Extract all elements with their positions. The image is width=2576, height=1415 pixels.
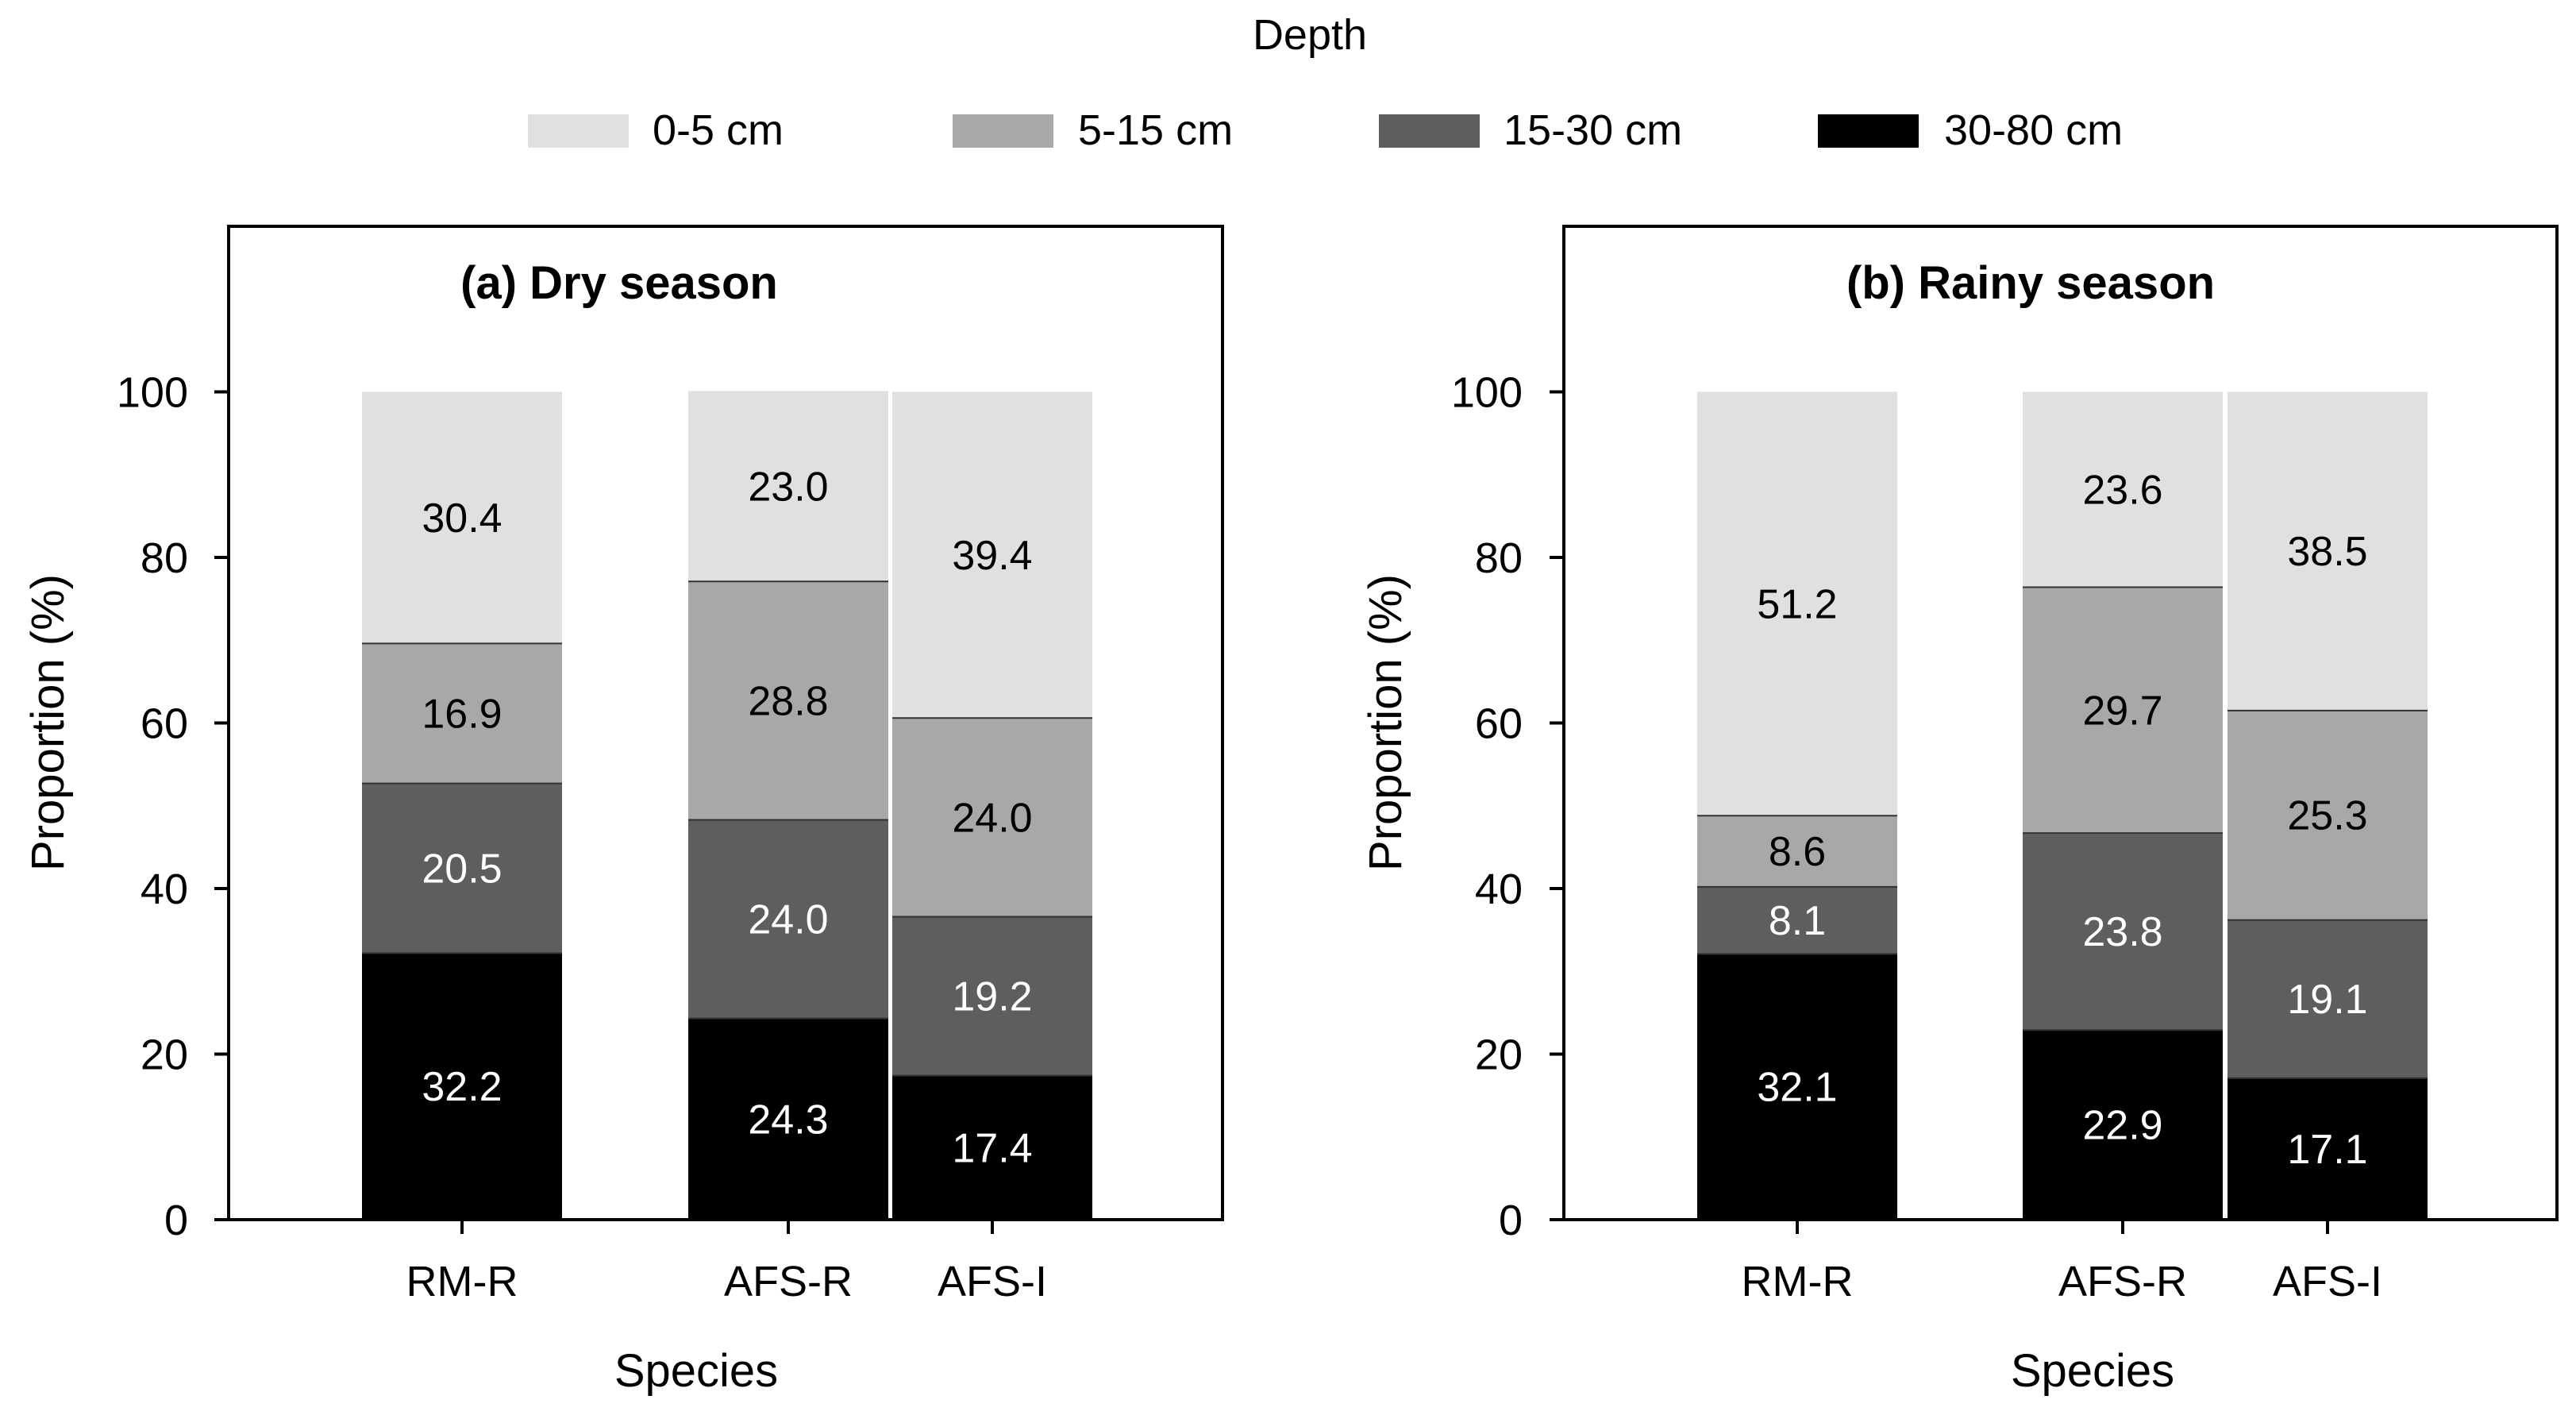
panel1-bar-afs-r-15-30-cm xyxy=(688,819,888,1019)
panel2-data-label-rm-r-0-5-cm: 51.2 xyxy=(1757,581,1837,627)
legend-swatch-30-80cm xyxy=(1818,114,1919,148)
panel2-y-axis-label: Proportion (%) xyxy=(1360,574,1411,871)
panel1-y-tick-label-20: 20 xyxy=(141,1031,188,1079)
panel1-bar-afs-i-5-15-cm xyxy=(892,718,1092,917)
panel1-data-label-afs-i-0-5-cm: 39.4 xyxy=(952,533,1032,579)
panel2-y-tick-label-0: 0 xyxy=(1499,1197,1523,1244)
legend-swatch-5-15cm xyxy=(953,114,1053,148)
legend-swatch-0-5cm xyxy=(528,114,629,148)
panel2-data-label-afs-i-15-30-cm: 19.1 xyxy=(2287,977,2367,1023)
panel2-x-axis-label: Species xyxy=(2011,1345,2174,1397)
panel2-data-label-afs-i-30-80-cm: 17.1 xyxy=(2287,1127,2367,1173)
panel2-bar-afs-r-15-30-cm xyxy=(2023,833,2223,1031)
legend: Depth 0-5 cm 5-15 cm 15-30 cm 30-80 cm xyxy=(528,11,2123,154)
panel2-data-label-afs-r-30-80-cm: 22.9 xyxy=(2082,1103,2162,1149)
panel2-data-label-rm-r-15-30-cm: 8.1 xyxy=(1769,898,1826,944)
panel1-data-label-rm-r-5-15-cm: 16.9 xyxy=(422,692,502,738)
panel2-data-label-rm-r-5-15-cm: 8.6 xyxy=(1769,829,1826,875)
panel1-bar-afs-r-30-80-cm xyxy=(688,1018,888,1220)
panel1-y-tick-label-60: 60 xyxy=(141,700,188,748)
panel2-title: (b) Rainy season xyxy=(1846,257,2215,309)
panel2-x-tick-label-rm-r: RM-R xyxy=(1742,1258,1854,1305)
panel1-bar-afs-i-15-30-cm xyxy=(892,916,1092,1076)
panel1-y-tick-label-80: 80 xyxy=(141,534,188,582)
panel1-bar-afs-r-0-5-cm xyxy=(688,391,888,582)
panel1-bar-afs-i-0-5-cm xyxy=(892,391,1092,719)
panel2-y-tick-label-100: 100 xyxy=(1451,369,1523,417)
panel2-bar-afs-i-0-5-cm xyxy=(2228,391,2428,711)
panel2-bar-afs-i-5-15-cm xyxy=(2228,710,2428,920)
panel1-data-label-afs-r-5-15-cm: 28.8 xyxy=(748,678,828,724)
panel2-y-tick-label-20: 20 xyxy=(1475,1031,1523,1079)
panel2-data-label-afs-r-5-15-cm: 29.7 xyxy=(2082,688,2162,734)
panel1-data-label-afs-r-30-80-cm: 24.3 xyxy=(748,1097,828,1143)
panel1-bar-rm-r-0-5-cm xyxy=(362,391,562,644)
panel2-y-tick-label-60: 60 xyxy=(1475,700,1523,748)
panel2-bar-afs-i-30-80-cm xyxy=(2228,1078,2428,1220)
legend-label-15-30cm: 15-30 cm xyxy=(1504,106,1682,154)
panel2-bar-afs-r-5-15-cm xyxy=(2023,587,2223,834)
panel1-data-label-afs-i-5-15-cm: 24.0 xyxy=(952,795,1032,841)
panel1-bar-afs-i-30-80-cm xyxy=(892,1075,1092,1220)
panel1-y-tick-label-0: 0 xyxy=(164,1197,188,1244)
panel1-bar-afs-r-5-15-cm xyxy=(688,581,888,820)
panel2-bar-rm-r-5-15-cm xyxy=(1697,815,1897,887)
legend-label-5-15cm: 5-15 cm xyxy=(1078,106,1233,154)
panel1-bar-rm-r-15-30-cm xyxy=(362,783,562,954)
panel1-y-tick-label-100: 100 xyxy=(117,369,188,417)
panel1-data-label-afs-i-30-80-cm: 17.4 xyxy=(952,1125,1032,1171)
panel1-y-axis-label: Proportion (%) xyxy=(22,574,74,871)
panel1-data-label-rm-r-0-5-cm: 30.4 xyxy=(422,495,502,542)
panel1-data-label-afs-r-15-30-cm: 24.0 xyxy=(748,897,828,943)
panel1-title: (a) Dry season xyxy=(460,257,778,309)
panel2-y-tick-label-40: 40 xyxy=(1475,866,1523,913)
panel2-bar-rm-r-0-5-cm xyxy=(1697,391,1897,816)
panel2-bar-afs-r-30-80-cm xyxy=(2023,1030,2223,1220)
panel2-data-label-afs-i-5-15-cm: 25.3 xyxy=(2287,793,2367,839)
panel-dry-season: 0 20 40 60 80 100 RM-R AFS-R AFS-I 32.2 20.5 16.9 30… xyxy=(22,225,1224,1397)
panel1-data-label-afs-r-0-5-cm: 23.0 xyxy=(748,464,828,510)
panel2-x-tick-label-afs-i: AFS-I xyxy=(2273,1258,2382,1305)
panel1-data-label-afs-i-15-30-cm: 19.2 xyxy=(952,974,1032,1020)
panel1-x-axis-label: Species xyxy=(614,1345,778,1397)
panel1-x-tick-label-rm-r: RM-R xyxy=(406,1258,518,1305)
legend-swatch-15-30cm xyxy=(1379,114,1480,148)
panel1-x-tick-label-afs-i: AFS-I xyxy=(938,1258,1047,1305)
panel2-bar-afs-r-0-5-cm xyxy=(2023,391,2223,588)
panel1-bar-rm-r-5-15-cm xyxy=(362,643,562,784)
panel2-x-tick-label-afs-r: AFS-R xyxy=(2058,1258,2187,1305)
panel2-data-label-afs-i-0-5-cm: 38.5 xyxy=(2287,529,2367,575)
panel2-bar-rm-r-30-80-cm xyxy=(1697,954,1897,1220)
panel2-data-label-rm-r-30-80-cm: 32.1 xyxy=(1757,1065,1837,1111)
panel2-bar-afs-i-15-30-cm xyxy=(2228,920,2428,1078)
panel1-data-label-rm-r-15-30-cm: 20.5 xyxy=(422,846,502,892)
panel2-data-label-afs-r-15-30-cm: 23.8 xyxy=(2082,909,2162,955)
panel2-y-tick-label-80: 80 xyxy=(1475,534,1523,582)
legend-label-0-5cm: 0-5 cm xyxy=(653,106,784,154)
legend-title: Depth xyxy=(1253,11,1367,59)
panel2-bar-rm-r-15-30-cm xyxy=(1697,886,1897,954)
panel1-x-tick-label-afs-r: AFS-R xyxy=(724,1258,853,1305)
panel1-bar-rm-r-30-80-cm xyxy=(362,953,562,1220)
legend-label-30-80cm: 30-80 cm xyxy=(1944,106,2123,154)
panel1-data-label-rm-r-30-80-cm: 32.2 xyxy=(422,1064,502,1110)
panel1-y-tick-label-40: 40 xyxy=(141,866,188,913)
panel-rainy-season: 0 20 40 60 80 100 RM-R AFS-R AFS-I 32.1 8.1 8.6 51.2… xyxy=(1360,225,2559,1397)
panel2-data-label-afs-r-0-5-cm: 23.6 xyxy=(2082,468,2162,514)
